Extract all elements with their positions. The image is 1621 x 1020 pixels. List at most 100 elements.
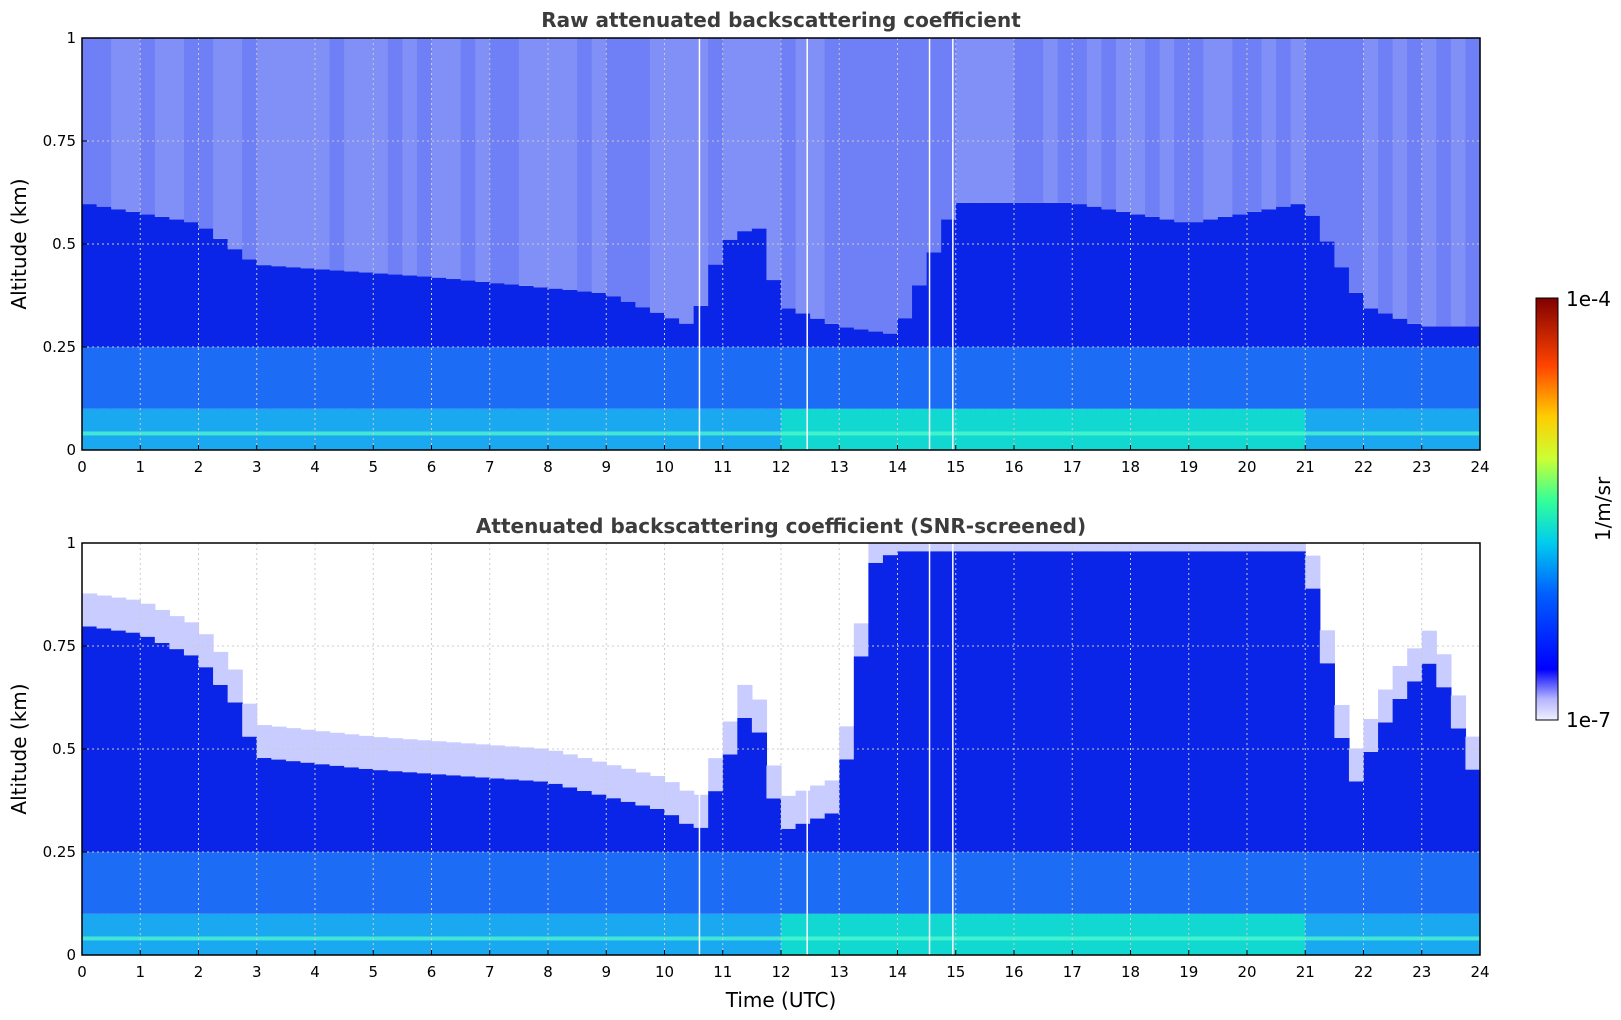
- heatmap-cell: [1043, 913, 1059, 955]
- x-tick-label: 14: [888, 963, 907, 981]
- heatmap-cell: [431, 852, 447, 914]
- heatmap-cell: [213, 651, 229, 685]
- heatmap-cell: [1072, 551, 1088, 852]
- heatmap-layer: [82, 38, 1481, 450]
- heatmap-cell: [868, 852, 884, 914]
- heatmap-cell: [271, 347, 287, 409]
- heatmap-cell: [649, 852, 666, 914]
- colorbar-unit-label: 1/m/sr: [1591, 476, 1615, 541]
- heatmap-cell: [111, 408, 127, 450]
- heatmap-cell: [722, 239, 738, 347]
- heatmap-cell: [1247, 211, 1263, 347]
- heatmap-cell: [533, 748, 549, 782]
- heatmap-cell: [766, 408, 782, 450]
- heatmap-cell: [344, 38, 360, 272]
- y-tick-label: 0.75: [43, 132, 76, 150]
- heatmap-cell: [766, 913, 782, 955]
- heatmap-cell: [518, 408, 535, 450]
- heatmap-cell: [577, 758, 593, 791]
- heatmap-cell: [1043, 202, 1059, 347]
- heatmap-cell: [271, 913, 287, 955]
- x-tick-label: 3: [252, 458, 262, 476]
- heatmap-cell: [1247, 408, 1263, 450]
- heatmap-cell: [1014, 551, 1030, 852]
- heatmap-cell: [1086, 38, 1102, 207]
- heatmap-cell: [373, 913, 389, 955]
- heatmap-cell: [955, 347, 971, 409]
- heatmap-cell: [926, 38, 942, 253]
- heatmap-cell: [475, 852, 491, 914]
- heatmap-cell: [358, 408, 374, 450]
- x-tick-label: 16: [1004, 458, 1023, 476]
- heatmap-cell: [1392, 38, 1408, 319]
- heatmap-cell: [82, 626, 98, 852]
- x-axis-label: Time (UTC): [725, 988, 837, 1012]
- heatmap-cell: [82, 852, 98, 914]
- heatmap-cell: [751, 347, 768, 409]
- heatmap-cell: [242, 38, 258, 260]
- heatmap-cell: [577, 408, 593, 450]
- heatmap-cell: [1057, 408, 1073, 450]
- heatmap-cell: [358, 735, 374, 769]
- heatmap-cell: [970, 38, 986, 203]
- heatmap-cell: [562, 290, 578, 347]
- heatmap-cell: [315, 764, 331, 852]
- heatmap-cell: [111, 852, 127, 914]
- heatmap-cell: [970, 551, 986, 852]
- x-tick-label: 7: [485, 458, 495, 476]
- heatmap-cell: [984, 913, 1001, 955]
- heatmap-cell: [416, 276, 433, 347]
- heatmap-cell: [737, 231, 753, 347]
- heatmap-cell: [1101, 852, 1117, 914]
- heatmap-cell: [620, 347, 636, 409]
- heatmap-cell: [1348, 292, 1365, 347]
- heatmap-cell: [1290, 852, 1306, 914]
- heatmap-cell: [1465, 408, 1481, 450]
- heatmap-cell: [606, 408, 622, 450]
- heatmap-cell: [1319, 630, 1335, 664]
- heatmap-cell: [635, 307, 651, 347]
- heatmap-cell: [1217, 551, 1234, 852]
- heatmap-cell: [533, 408, 549, 450]
- heatmap-cell: [999, 551, 1015, 852]
- heatmap-cell: [82, 408, 98, 450]
- heatmap-cell: [271, 726, 287, 760]
- heatmap-cell: [548, 852, 564, 914]
- heatmap-cell: [824, 408, 840, 450]
- heatmap-cell: [169, 38, 185, 220]
- heatmap-cell: [373, 770, 389, 852]
- heatmap-cell: [96, 206, 112, 347]
- heatmap-cell: [1348, 852, 1365, 914]
- heatmap-cell: [1363, 408, 1379, 450]
- x-tick-label: 15: [946, 458, 965, 476]
- heatmap-cell: [722, 408, 738, 450]
- heatmap-cell: [285, 761, 302, 852]
- heatmap-cell: [227, 702, 243, 852]
- heatmap-cell: [1436, 38, 1452, 327]
- heatmap-cell: [1203, 408, 1219, 450]
- heatmap-cell: [475, 777, 491, 852]
- heatmap-cell: [446, 913, 462, 955]
- heatmap-cell: [387, 347, 403, 409]
- heatmap-cell: [1014, 202, 1030, 347]
- heatmap-cell: [154, 216, 170, 347]
- heatmap-cell: [169, 649, 185, 852]
- heatmap-cell: [402, 275, 418, 347]
- heatmap-cell: [300, 268, 316, 347]
- heatmap-cell: [1130, 913, 1146, 955]
- heatmap-cell: [577, 852, 593, 914]
- heatmap-cell: [125, 408, 141, 450]
- heatmap-cell: [1261, 551, 1277, 852]
- y-axis-label: Altitude (km): [7, 683, 31, 814]
- heatmap-cell: [227, 249, 243, 347]
- heatmap-cell: [1392, 852, 1408, 914]
- heatmap-cell: [446, 347, 462, 409]
- heatmap-cell: [984, 408, 1001, 450]
- heatmap-cell: [999, 202, 1015, 347]
- heatmap-cell: [300, 852, 316, 914]
- heatmap-cell: [1247, 852, 1263, 914]
- heatmap-cell: [460, 743, 476, 777]
- heatmap-cell: [183, 222, 200, 347]
- heatmap-cell: [955, 202, 971, 347]
- heatmap-cell: [1159, 852, 1175, 914]
